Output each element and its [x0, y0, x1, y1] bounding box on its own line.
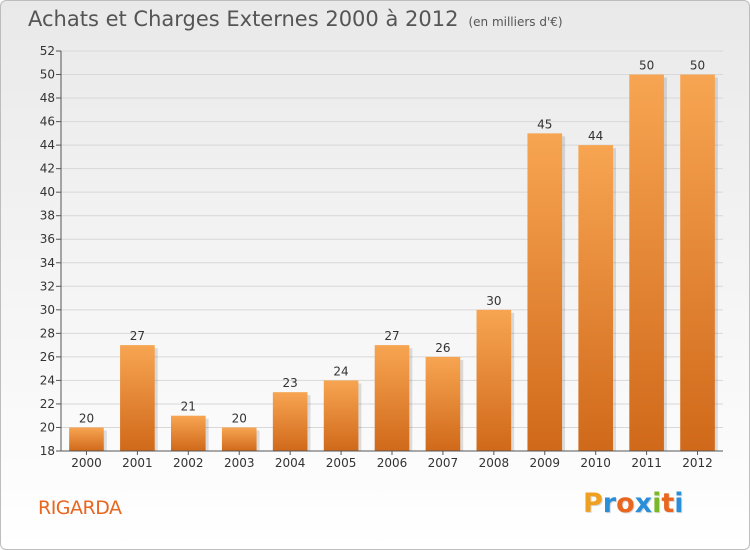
data-label: 27 [384, 329, 399, 343]
data-label: 50 [690, 59, 705, 73]
bar [527, 133, 563, 451]
x-tick-label: 2002 [173, 456, 204, 470]
bar [323, 380, 359, 451]
bar [120, 345, 155, 451]
logo-letter: o [616, 488, 635, 519]
y-tick-label: 34 [40, 256, 55, 270]
y-tick-label: 40 [40, 185, 55, 199]
data-labels: 20 27 21 20 23 24 27 26 30 45 44 50 50 [79, 59, 705, 426]
data-label: 27 [130, 329, 145, 343]
y-tick-label: 30 [40, 303, 55, 317]
x-tick-label: 2009 [529, 456, 560, 470]
x-tick-label: 2003 [224, 456, 255, 470]
x-tick-label: 2005 [326, 456, 357, 470]
x-tick-label: 2006 [377, 456, 408, 470]
y-tick-label: 20 [40, 420, 55, 434]
data-label: 24 [333, 364, 348, 378]
y-tick-label: 48 [40, 91, 55, 105]
bar [425, 356, 461, 451]
y-tick-label: 18 [40, 444, 55, 458]
logo-letter: r [602, 488, 617, 519]
y-tick-label: 22 [40, 397, 55, 411]
bar [476, 309, 512, 451]
y-tick-label: 28 [40, 326, 55, 340]
data-label: 50 [639, 59, 654, 73]
data-label: 44 [588, 129, 603, 143]
chart-title-text: Achats et Charges Externes 2000 à 2012 [28, 7, 459, 31]
y-tick-label: 38 [40, 209, 55, 223]
y-tick-label: 42 [40, 162, 55, 176]
y-tick-label: 32 [40, 279, 55, 293]
x-tick-label: 2012 [682, 456, 713, 470]
x-tick-label: 2004 [275, 456, 306, 470]
data-label: 30 [486, 294, 501, 308]
x-tick-labels: 2000 2001 2002 2003 2004 2005 2006 2007 2008 2009… [71, 451, 713, 470]
y-tick-label: 24 [40, 373, 55, 387]
y-tick-label: 44 [40, 138, 55, 152]
data-label: 23 [283, 376, 298, 390]
bar [69, 427, 104, 451]
data-label: 26 [435, 341, 450, 355]
data-label: 20 [232, 411, 247, 425]
bar [680, 74, 715, 451]
y-tick-label: 50 [40, 68, 55, 82]
y-tick-label: 52 [40, 44, 55, 58]
x-tick-label: 2007 [428, 456, 459, 470]
logo-letter: i [674, 488, 684, 519]
bars [69, 74, 718, 451]
y-tick-label: 36 [40, 232, 55, 246]
logo-letter: i [652, 488, 662, 519]
y-tick-label: 26 [40, 350, 55, 364]
x-tick-label: 2001 [122, 456, 153, 470]
x-tick-label: 2000 [71, 456, 102, 470]
proxiti-logo: Proxiti [583, 488, 684, 519]
bar [578, 145, 614, 451]
data-label: 45 [537, 117, 552, 131]
place-name: RIGARDA [38, 497, 122, 519]
y-tick-label: 46 [40, 115, 55, 129]
bar [374, 345, 410, 451]
bar [272, 392, 308, 451]
bar [170, 415, 206, 451]
logo-letter: P [583, 488, 603, 519]
chart-title: Achats et Charges Externes 2000 à 2012 (e… [28, 7, 563, 31]
bar [221, 427, 257, 451]
bar [629, 74, 664, 451]
logo-letter: x [634, 488, 653, 519]
logo-letter: t [661, 488, 675, 519]
x-tick-label: 2010 [580, 456, 611, 470]
x-tick-label: 2008 [479, 456, 510, 470]
data-label: 21 [181, 400, 196, 414]
chart-subtitle: (en milliers d'€) [468, 15, 563, 29]
x-tick-label: 2011 [631, 456, 662, 470]
y-tick-labels: 18 20 22 24 26 28 30 32 34 36 38 40 42 44 46 48 50 52 [40, 44, 61, 458]
data-label: 20 [79, 411, 94, 425]
